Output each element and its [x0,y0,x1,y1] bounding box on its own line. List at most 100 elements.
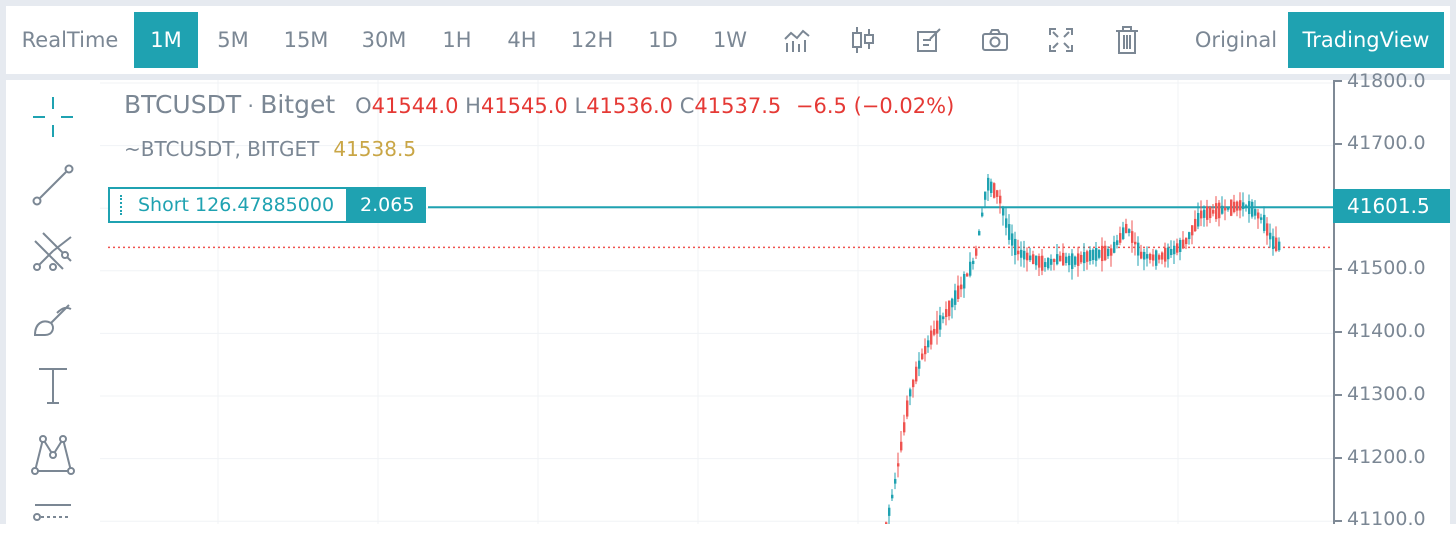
candle-body [888,507,891,516]
candlestick-plot[interactable] [100,80,1333,524]
candle-body [1071,253,1074,269]
candle-body [1254,209,1257,216]
candle-body [954,290,957,305]
axis-tick-mark [1335,520,1342,522]
order-label-box[interactable]: Short 126.47885000 [108,187,349,223]
candle-body [933,328,936,335]
screenshot-camera-icon[interactable] [962,12,1028,68]
order-quantity[interactable]: 2.065 [348,187,427,223]
candle-body [1095,247,1098,261]
candle-body [1053,259,1056,262]
fib-tool-icon[interactable] [28,494,78,544]
candle-body [1161,252,1164,260]
short-order-line-label[interactable]: Short 126.47885000 2.065 [108,187,427,223]
candle-body [906,400,909,417]
pitchfork-icon[interactable] [28,226,78,276]
axis-tick-label: 41800.0 [1347,70,1426,92]
candle-body [1266,223,1269,236]
candle-body [1041,255,1044,271]
price-chart[interactable] [100,80,1333,524]
candle-body [1035,255,1038,266]
low-label: L [574,94,587,118]
candle-body [966,273,969,277]
candle-body [924,346,927,355]
candle-body [1182,239,1185,249]
axis-tick-label: 41700.0 [1347,132,1426,154]
interval-15m-button[interactable]: 15M [283,28,329,52]
candle-body [912,379,915,388]
candle-body [942,316,945,320]
drawing-edit-icon[interactable] [896,12,962,68]
text-tool-icon[interactable] [28,360,78,410]
candle-body [897,463,900,467]
top-toolbar: RealTime 1M 5M 15M 30M 1H 4H 12H 1D 1W O… [6,6,1450,74]
candle-body [1179,239,1182,253]
interval-12h-button[interactable]: 12H [570,28,614,52]
interval-4h-button[interactable]: 4H [507,28,537,52]
candle-body [972,260,975,265]
original-chart-button[interactable]: Original [1194,28,1278,52]
price-axis[interactable]: 41800.0 41700.0 41500.0 41400.0 41300.0 … [1333,70,1450,530]
candle-body [987,177,990,191]
candle-body [1047,258,1050,269]
candle-body [1077,253,1080,266]
candle-body [1098,250,1101,258]
candle-body [1011,233,1014,246]
axis-tick-mark [1335,268,1342,270]
candle-body [1191,225,1194,236]
close-value: 41537.5 [694,94,782,118]
candle-body [1149,253,1152,260]
candle-body [1137,242,1140,256]
candle-body [900,441,903,451]
interval-1d-button[interactable]: 1D [648,28,678,52]
candle-body [1140,251,1143,259]
trend-line-icon[interactable] [28,160,78,210]
candle-body [1152,254,1155,261]
candle-body [918,360,921,369]
brush-icon[interactable] [28,294,78,344]
candle-body [891,494,894,499]
interval-30m-button[interactable]: 30M [361,28,407,52]
candle-body [1242,202,1245,210]
interval-1m-button[interactable]: 1M [134,12,198,68]
candle-body [1062,252,1065,266]
interval-5m-button[interactable]: 5M [217,28,249,52]
candle-body [945,309,948,318]
candle-style-icon[interactable] [830,12,896,68]
candle-body [957,285,960,299]
pattern-icon[interactable] [28,428,78,478]
axis-tick-mark [1335,331,1342,333]
candle-body [894,478,897,484]
candle-body [1065,256,1068,264]
candle-body [1263,214,1266,231]
tradingview-chart-button[interactable]: TradingView [1288,12,1444,68]
interval-1w-button[interactable]: 1W [712,28,748,52]
candle-body [1230,199,1233,216]
candle-body [1275,237,1278,251]
candle-body [1260,217,1263,220]
interval-realtime-button[interactable]: RealTime [21,28,119,52]
axis-tick-label: 41200.0 [1347,446,1426,468]
symbol-legend: BTCUSDT · Bitget O41544.0 H41545.0 L4153… [124,90,954,119]
indicators-icon[interactable] [764,12,830,68]
candle-body [1131,231,1134,243]
candle-body [1134,241,1137,245]
candle-body [1251,201,1254,217]
candle-body [915,366,918,382]
interval-1h-button[interactable]: 1H [442,28,472,52]
crosshair-icon[interactable] [28,92,78,142]
open-label: O [355,94,372,118]
fullscreen-icon[interactable] [1028,12,1094,68]
index-symbol: ~BTCUSDT, BITGET [124,137,320,161]
candle-body [927,340,930,348]
candle-body [1224,207,1227,211]
candle-body [1143,251,1146,260]
candle-body [1092,249,1095,260]
candle-body [1164,247,1167,262]
trash-icon[interactable] [1094,12,1160,68]
candle-body [1167,247,1170,260]
low-value: 41536.0 [586,94,674,118]
candle-body [1116,240,1119,245]
drag-handle-icon[interactable] [120,195,126,215]
candle-body [1101,245,1104,262]
